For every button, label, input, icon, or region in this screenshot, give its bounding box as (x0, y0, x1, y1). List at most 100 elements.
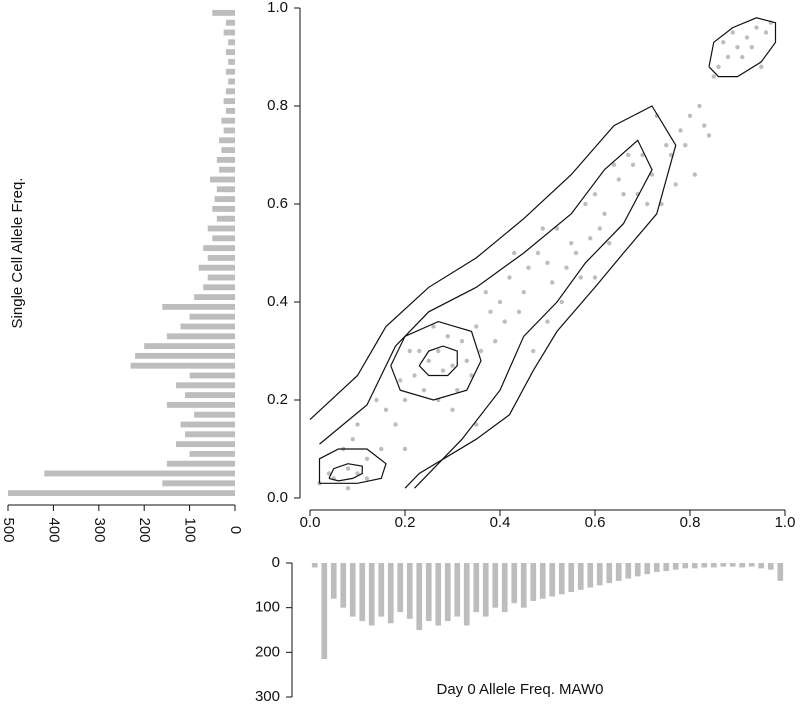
point (645, 201, 650, 207)
y-axis-label: Single Cell Allele Freq. (9, 178, 26, 329)
bar (180, 323, 235, 330)
point (754, 25, 759, 30)
point (478, 348, 484, 354)
bar (162, 480, 235, 487)
point (512, 250, 517, 256)
point (554, 226, 560, 231)
bar (359, 563, 366, 622)
point (450, 363, 455, 368)
point (450, 407, 455, 412)
bar (225, 107, 235, 114)
x-tick-label: 0.0 (300, 514, 321, 531)
point (412, 373, 417, 378)
point (583, 201, 588, 207)
contour (418, 345, 458, 377)
bar (482, 563, 489, 617)
point (664, 143, 669, 148)
point (426, 358, 431, 363)
bar (587, 563, 594, 588)
bar (634, 563, 641, 577)
bar (203, 284, 235, 291)
bar (625, 563, 632, 579)
bar (501, 563, 508, 613)
point (678, 128, 683, 133)
point (364, 456, 370, 461)
x-tick-label: 0 (227, 526, 244, 534)
point (474, 422, 479, 427)
bar (166, 401, 235, 408)
bar (221, 117, 235, 124)
point (393, 422, 398, 427)
bar (729, 563, 736, 567)
point (687, 113, 693, 119)
point (697, 103, 702, 109)
bar (44, 470, 235, 477)
bar (221, 147, 235, 154)
bar (162, 303, 235, 310)
point (597, 226, 602, 231)
y-tick-label: 1.0 (267, 0, 288, 16)
bar (225, 19, 235, 26)
y-tick-label: 300 (255, 688, 280, 705)
bar (473, 563, 480, 613)
bar (130, 362, 235, 369)
point (521, 290, 526, 295)
bar (663, 563, 670, 572)
bar (444, 563, 451, 622)
point (602, 211, 607, 216)
point (578, 275, 583, 280)
point (735, 45, 740, 50)
point (559, 299, 564, 305)
bar (311, 563, 318, 568)
point (350, 437, 355, 442)
point (640, 152, 645, 158)
bar (777, 563, 784, 581)
point (740, 54, 745, 60)
bar (606, 563, 613, 584)
x-tick-label: 0.4 (490, 514, 511, 531)
point (569, 241, 574, 246)
bar (568, 563, 575, 593)
point (531, 348, 536, 354)
contour (309, 105, 677, 489)
point (469, 373, 474, 378)
bar (189, 450, 235, 457)
point (417, 348, 422, 354)
point (436, 348, 441, 354)
point (588, 236, 593, 241)
bar (166, 460, 235, 467)
bar (194, 294, 235, 301)
point (673, 182, 678, 187)
y-tick-label: 0 (272, 554, 280, 571)
point (440, 368, 446, 373)
bar (758, 563, 765, 569)
y-tick-label: 100 (255, 599, 280, 616)
bar (185, 431, 235, 438)
point (611, 162, 617, 167)
bar (223, 29, 235, 36)
point (659, 201, 664, 207)
bar (549, 563, 556, 597)
bar (207, 225, 235, 232)
point (502, 319, 507, 324)
point (488, 309, 493, 314)
bar (710, 563, 717, 568)
bar (530, 563, 537, 601)
bar (425, 563, 432, 622)
point (431, 324, 436, 329)
bar (212, 235, 235, 242)
point (379, 446, 384, 452)
point (621, 192, 626, 197)
x-tick-label: 500 (0, 517, 17, 542)
contour (708, 17, 777, 78)
bar (511, 563, 518, 604)
x-tick-label: 0.8 (680, 514, 701, 531)
point (564, 265, 569, 270)
point (759, 64, 764, 70)
point (497, 299, 503, 305)
point (355, 471, 360, 476)
point (683, 143, 688, 148)
contour (390, 320, 482, 401)
bar (228, 58, 235, 65)
bar (330, 563, 337, 599)
